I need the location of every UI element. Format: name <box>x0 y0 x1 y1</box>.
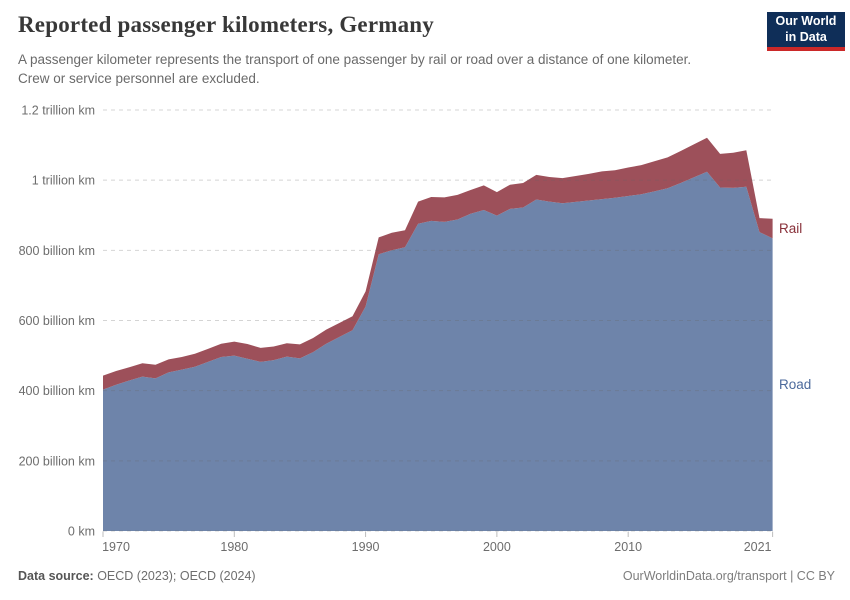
road-series-label: Road <box>779 377 811 392</box>
rail-series-label: Rail <box>779 221 802 236</box>
owid-logo-line1: Our World <box>775 14 837 29</box>
y-axis-label: 200 billion km <box>19 454 95 468</box>
x-axis-label: 2021 <box>744 540 772 554</box>
y-axis-label: 800 billion km <box>19 244 95 258</box>
x-axis-label: 1970 <box>102 540 130 554</box>
owid-logo-line2: in Data <box>785 29 827 44</box>
chart-footer: Data source: OECD (2023); OECD (2024) Ou… <box>18 569 835 583</box>
owid-logo[interactable]: Our World in Data <box>767 12 845 51</box>
road-area[interactable] <box>103 171 773 531</box>
y-axis-label: 400 billion km <box>19 384 95 398</box>
x-axis-label: 2000 <box>483 540 511 554</box>
chart-title: Reported passenger kilometers, Germany <box>18 12 434 37</box>
x-axis-label: 2010 <box>614 540 642 554</box>
chart-subtitle: A passenger kilometer represents the tra… <box>18 52 692 86</box>
data-source-values: OECD (2023); OECD (2024) <box>93 569 256 583</box>
y-axis-label: 1.2 trillion km <box>21 104 95 118</box>
y-axis-label: 1 trillion km <box>32 174 95 188</box>
rail-area[interactable] <box>103 137 773 390</box>
y-axis-label: 600 billion km <box>19 314 95 328</box>
rights-link[interactable]: OurWorldinData.org/transport | CC BY <box>622 569 835 583</box>
x-axis-label: 1990 <box>352 540 380 554</box>
data-source: Data source: OECD (2023); OECD (2024) <box>18 569 256 583</box>
x-axis-label: 1980 <box>220 540 248 554</box>
y-axis-label: 0 km <box>68 525 95 539</box>
data-source-label: Data source: <box>18 569 94 583</box>
